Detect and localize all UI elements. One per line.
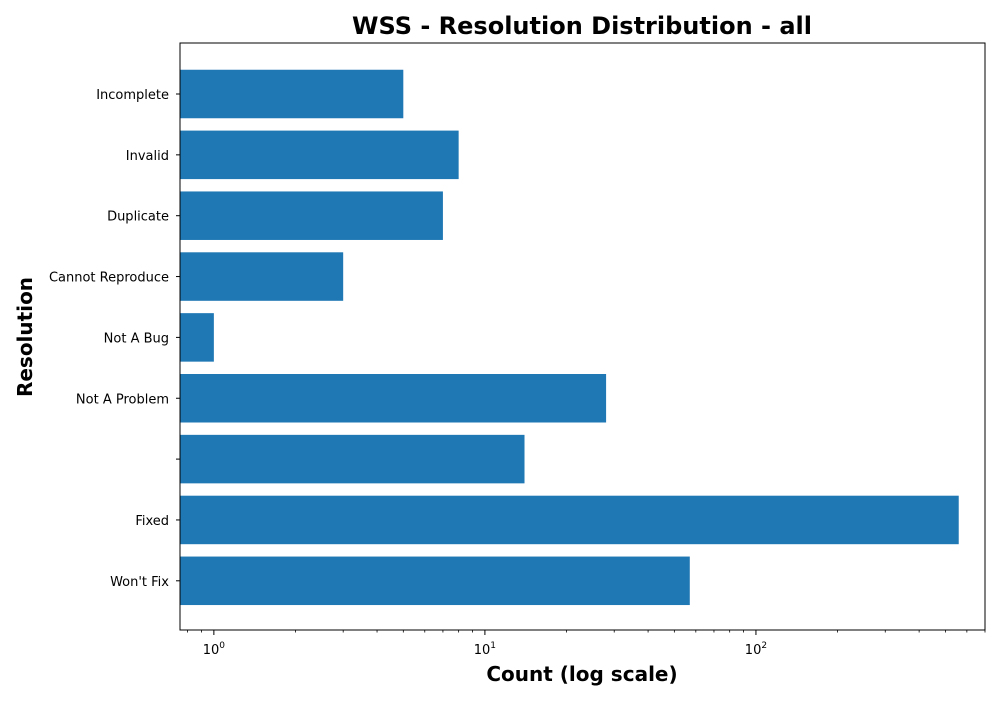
y-tick-label: Invalid <box>126 149 169 164</box>
x-tick-label: 100 <box>203 641 226 658</box>
bar <box>180 252 344 301</box>
y-axis-title: Resolution <box>13 277 37 397</box>
y-tick-label: Cannot Reproduce <box>49 271 169 286</box>
bar <box>180 434 525 484</box>
y-tick-label: Not A Problem <box>76 392 169 407</box>
x-axis-title: Count (log scale) <box>486 662 677 686</box>
y-tick-label: Duplicate <box>107 210 169 225</box>
y-tick-label: Fixed <box>135 514 169 529</box>
bar <box>180 69 404 119</box>
x-tick-label: 102 <box>745 641 767 658</box>
bar <box>180 374 607 423</box>
bar <box>180 556 690 606</box>
y-tick-label: Not A Bug <box>104 331 169 346</box>
bar <box>180 191 443 240</box>
y-ticks: Incomplete Invalid Duplicate Cannot Reprodu… <box>49 88 180 590</box>
bar <box>180 130 459 180</box>
y-tick-label: Won't Fix <box>110 575 169 590</box>
bar <box>180 495 959 545</box>
y-tick-label: Incomplete <box>96 88 169 103</box>
x-tick-label: 101 <box>474 641 496 658</box>
x-ticks: 100 101 102 <box>187 630 986 658</box>
bar <box>180 313 214 362</box>
chart-title: WSS - Resolution Distribution - all <box>352 12 812 40</box>
bars-layer <box>180 69 959 606</box>
plot-frame <box>179 42 986 631</box>
